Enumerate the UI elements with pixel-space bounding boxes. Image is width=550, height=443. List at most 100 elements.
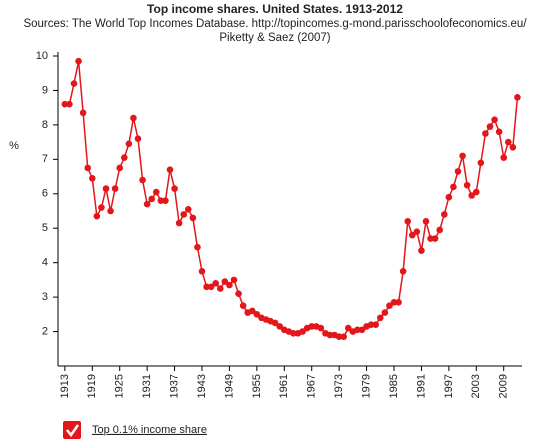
data-point [111, 185, 119, 192]
data-point [248, 307, 256, 315]
data-point [317, 324, 325, 332]
legend-checkbox [63, 421, 81, 439]
x-tick-label: 1991 [415, 374, 427, 398]
data-point [299, 328, 306, 335]
data-point [134, 135, 142, 142]
data-point [335, 333, 343, 341]
x-tick-label: 1955 [251, 374, 263, 398]
data-point [276, 323, 284, 330]
y-tick-label: 6 [42, 188, 48, 200]
data-point [308, 323, 316, 330]
data-point [418, 247, 425, 254]
data-point [482, 130, 489, 137]
data-point [271, 319, 279, 327]
data-point [120, 154, 128, 161]
data-point [253, 311, 261, 318]
x-tick-label: 1979 [360, 374, 372, 398]
data-point [107, 207, 114, 215]
data-point [207, 283, 215, 291]
data-point [450, 183, 457, 191]
data-point [381, 309, 389, 316]
data-point [514, 94, 521, 101]
data-point [495, 128, 503, 136]
data-point [431, 235, 439, 242]
legend-label: Top 0.1% income share [92, 424, 207, 436]
data-point [93, 212, 101, 220]
x-tick-label: 2003 [470, 374, 482, 398]
data-point [116, 164, 124, 172]
data-point [408, 231, 416, 239]
data-point [290, 329, 297, 337]
data-point [157, 197, 165, 204]
data-point [504, 138, 512, 146]
data-point [367, 321, 375, 328]
x-tick-label: 1919 [86, 374, 98, 398]
data-point [194, 243, 201, 251]
data-point [235, 290, 242, 297]
data-point [175, 219, 183, 227]
y-tick-label: 2 [42, 325, 48, 337]
x-tick-label: 1997 [443, 374, 455, 398]
data-point [75, 57, 82, 65]
data-point [390, 298, 398, 306]
x-tick-label: 1961 [278, 374, 290, 398]
data-point [436, 226, 444, 234]
data-point [445, 193, 453, 201]
x-tick-label: 1949 [223, 374, 235, 398]
data-point [422, 218, 430, 225]
legend-item[interactable]: Top 0.1% income share [63, 421, 207, 439]
data-point [189, 214, 197, 222]
data-point [79, 109, 87, 117]
data-point [61, 100, 69, 108]
data-point [459, 152, 466, 160]
data-point [230, 276, 238, 284]
chart-subtitle: Sources: The World Top Incomes Database.… [23, 18, 527, 30]
data-point [486, 123, 494, 130]
data-point [427, 235, 434, 242]
data-point [463, 181, 471, 189]
data-point [88, 174, 96, 182]
data-point [166, 166, 174, 173]
data-point [148, 195, 156, 203]
data-point [477, 159, 485, 167]
legend-checkmark [66, 424, 80, 438]
data-point [413, 228, 421, 235]
data-point [354, 326, 361, 334]
x-tick-label: 1925 [114, 374, 126, 398]
chart-subtitle: Piketty & Saez (2007) [219, 32, 330, 44]
data-point [340, 333, 348, 341]
x-tick-label: 2009 [498, 374, 510, 398]
data-point [184, 205, 192, 213]
data-point [98, 204, 105, 211]
data-point [203, 283, 210, 291]
y-tick-label: 9 [42, 84, 48, 96]
data-point [509, 143, 517, 151]
data-point [376, 314, 384, 322]
data-point [404, 218, 412, 225]
data-point [216, 285, 224, 292]
data-point [84, 164, 92, 172]
data-point [239, 302, 247, 310]
data-point [500, 154, 508, 161]
y-tick-label: 5 [42, 222, 48, 234]
data-point [70, 80, 78, 87]
data-point [66, 100, 73, 108]
data-point [395, 298, 402, 306]
data-point [358, 326, 366, 334]
data-point [152, 188, 160, 196]
data-point [226, 281, 233, 289]
data-point [454, 168, 462, 175]
y-tick-label: 7 [42, 153, 48, 165]
x-tick-label: 1931 [141, 374, 153, 398]
data-point [372, 321, 380, 328]
data-point [139, 176, 146, 184]
data-point [399, 267, 407, 275]
data-point [102, 185, 110, 192]
x-tick-label: 1937 [168, 374, 180, 398]
data-point [212, 280, 220, 287]
data-point [180, 211, 188, 218]
data-point [125, 140, 133, 148]
data-point [468, 192, 476, 199]
y-tick-label: 4 [42, 257, 48, 269]
